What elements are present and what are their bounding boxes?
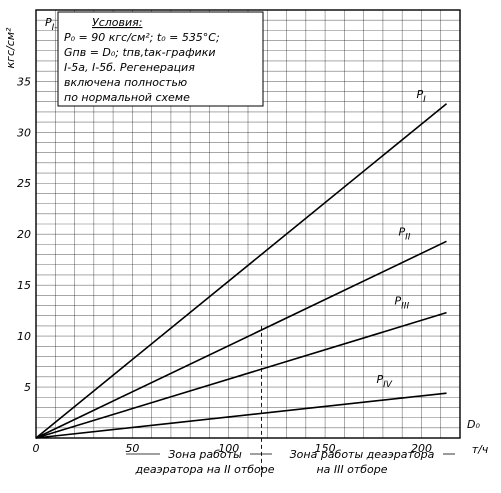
y-tick-label: 25 xyxy=(17,177,31,190)
x-tick-label: 200 xyxy=(411,442,432,455)
conditions-text: Gпв = D₀; tпв,tак-графики xyxy=(64,46,216,59)
y-axis-unit-label: кгс/см² xyxy=(4,27,17,69)
zone-1-line1: Зона работы xyxy=(168,448,242,461)
conditions-text: по нормальной схеме xyxy=(64,91,190,104)
zone-1-line2: деаэратора на II отборе xyxy=(134,463,274,476)
zone-2-line2: на III отборе xyxy=(316,463,387,476)
x-tick-label: 150 xyxy=(315,442,336,455)
x-tick-label: 100 xyxy=(218,442,239,455)
conditions-box xyxy=(57,11,264,107)
series-line xyxy=(35,240,447,439)
y-tick-label: 30 xyxy=(17,126,31,139)
x-tick-label: 0 xyxy=(33,442,40,455)
y-tick-label: 15 xyxy=(17,279,31,292)
plot-frame xyxy=(35,9,461,439)
y-tick-label: 5 xyxy=(24,381,31,394)
x-tick-label: 50 xyxy=(125,442,139,455)
series-line xyxy=(35,311,447,439)
x-axis-label: D₀ xyxy=(467,418,480,431)
series-label: PIV xyxy=(377,373,393,390)
y-tick-label: 10 xyxy=(17,330,31,343)
series-label: PI xyxy=(417,88,427,105)
series-line xyxy=(35,103,448,439)
conditions-text: P₀ = 90 кгс/см²; t₀ = 535°C; xyxy=(64,31,220,44)
zone-2-line1: Зона работы деаэратора xyxy=(290,448,435,461)
conditions-text: включена полностью xyxy=(64,76,187,89)
conditions-text: Условия: xyxy=(92,16,142,29)
conditions-text: I-5а, I-5б. Регенерация xyxy=(64,61,195,74)
x-axis-unit-label: т/ч xyxy=(472,443,489,456)
y-tick-label: 20 xyxy=(17,228,31,241)
series-label: PII xyxy=(399,225,411,242)
y-tick-label: 35 xyxy=(17,75,31,88)
series-line xyxy=(35,392,447,439)
